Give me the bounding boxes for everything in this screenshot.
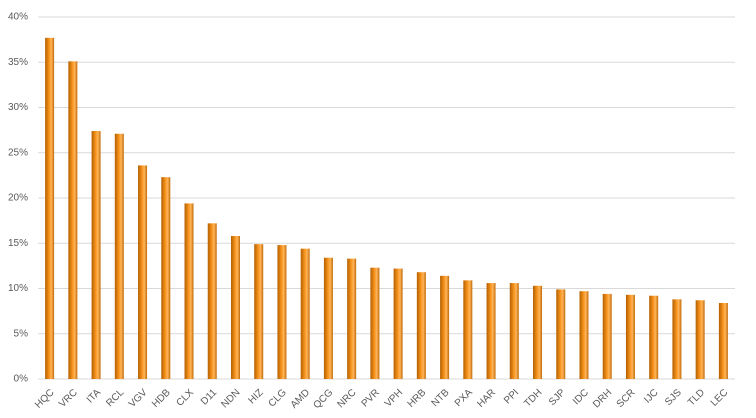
x-tick-label: HIZ: [247, 387, 266, 406]
bar: [486, 283, 496, 379]
bar: [254, 244, 264, 379]
bar: [230, 236, 240, 379]
y-tick-label: 15%: [8, 238, 28, 249]
x-tick-label: D11: [199, 387, 220, 408]
x-tick-label: LEC: [709, 387, 731, 409]
x-tick-label: NRC: [336, 387, 359, 410]
x-tick-label: IJC: [642, 387, 660, 405]
bar: [625, 294, 635, 379]
x-tick-label: VGV: [127, 387, 150, 410]
x-tick-label: PPI: [502, 387, 521, 406]
y-tick-label: 10%: [8, 283, 28, 294]
x-tick-label: HAR: [475, 387, 498, 410]
x-tick-label: VPH: [383, 387, 405, 409]
bar: [695, 300, 705, 379]
y-tick-label: 25%: [8, 147, 28, 158]
x-tick-label: ITA: [85, 387, 103, 405]
x-tick-label: SJS: [663, 387, 684, 408]
bar: [161, 177, 171, 379]
bar: [207, 223, 217, 379]
y-tick-label: 30%: [8, 102, 28, 113]
bar: [323, 257, 333, 379]
bar: [718, 302, 728, 379]
bar: [602, 293, 612, 379]
x-tick-label: PVR: [360, 387, 382, 409]
bar: [91, 131, 101, 379]
x-tick-label: NDN: [219, 387, 242, 410]
x-tick-label: NTB: [430, 387, 452, 409]
x-tick-label: HRB: [406, 387, 429, 410]
x-tick-label: DRH: [591, 387, 614, 410]
y-tick-label: 5%: [14, 328, 29, 339]
bar: [370, 267, 380, 379]
x-tick-label: RCL: [104, 387, 126, 409]
bar: [393, 268, 403, 379]
bar: [509, 283, 519, 379]
bar: [300, 248, 310, 379]
x-tick-label: SJP: [547, 387, 568, 408]
y-tick-label: 0%: [14, 374, 29, 385]
x-tick-label: TDH: [522, 387, 544, 409]
bar: [68, 61, 78, 379]
y-tick-label: 20%: [8, 193, 28, 204]
bar: [533, 285, 543, 379]
x-tick-label: CLG: [267, 387, 289, 409]
x-tick-label: AMD: [289, 387, 313, 411]
y-tick-label: 35%: [8, 57, 28, 68]
bar: [649, 295, 659, 379]
x-tick-label: PXA: [453, 387, 475, 409]
bar: [463, 280, 473, 379]
bar: [277, 245, 287, 379]
x-tick-label: CLX: [174, 387, 196, 409]
bar: [672, 299, 682, 379]
bar: [45, 37, 55, 379]
bar: [184, 203, 194, 379]
bar: [556, 289, 566, 379]
x-tick-label: TLD: [686, 387, 707, 408]
x-tick-label: HDB: [150, 387, 173, 410]
y-tick-label: 40%: [8, 12, 28, 23]
bar: [579, 291, 589, 379]
bar: [440, 275, 450, 379]
bar: [416, 272, 426, 379]
bar: [138, 165, 148, 379]
x-tick-label: SCR: [615, 387, 638, 410]
x-tick-label: VRC: [57, 387, 80, 410]
x-tick-label: IDC: [571, 387, 591, 407]
bar: [114, 133, 124, 379]
x-tick-label: QCG: [312, 387, 336, 411]
bar: [347, 258, 357, 379]
x-tick-label: HQC: [33, 387, 57, 411]
